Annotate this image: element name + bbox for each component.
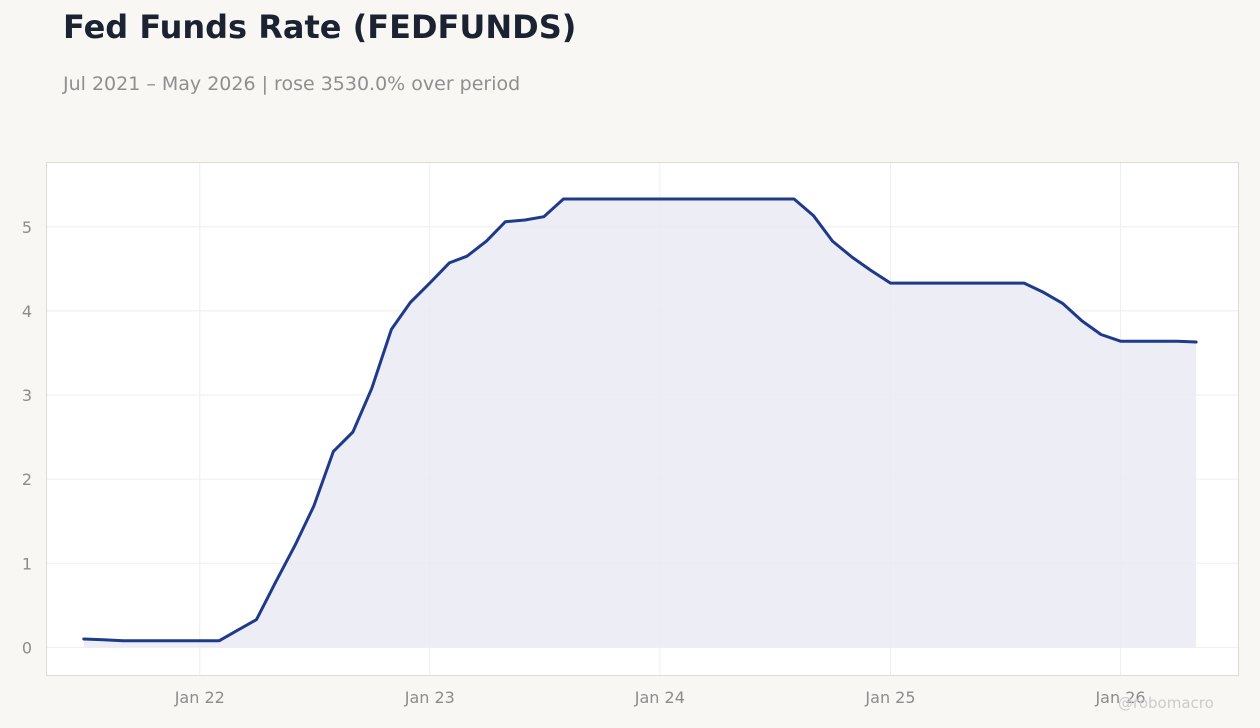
y-tick-label: 0 [22,638,32,657]
y-tick-label: 1 [22,554,32,573]
watermark: @robomacro [1118,694,1214,712]
y-axis: 0 1 2 3 4 5 [22,218,32,658]
x-tick-label: Jan 26 [1094,688,1145,707]
y-tick-label: 2 [22,470,32,489]
x-tick-label: Jan 24 [634,688,685,707]
y-tick-label: 3 [22,386,32,405]
series-line [82,197,1198,643]
y-tick-label: 5 [22,218,32,237]
x-tick-label: Jan 25 [864,688,915,707]
y-tick-label: 4 [22,302,32,321]
plot-frame [46,162,1239,676]
chart-title: Fed Funds Rate (FEDFUNDS) [63,8,577,46]
area-fill [83,199,1197,648]
x-axis: Jan 22 Jan 23 Jan 24 Jan 25 Jan 26 [174,688,1146,707]
chart-subtitle: Jul 2021 – May 2026 | rose 3530.0% over … [63,73,521,95]
x-tick-label: Jan 22 [174,688,225,707]
x-tick-label: Jan 23 [404,688,455,707]
